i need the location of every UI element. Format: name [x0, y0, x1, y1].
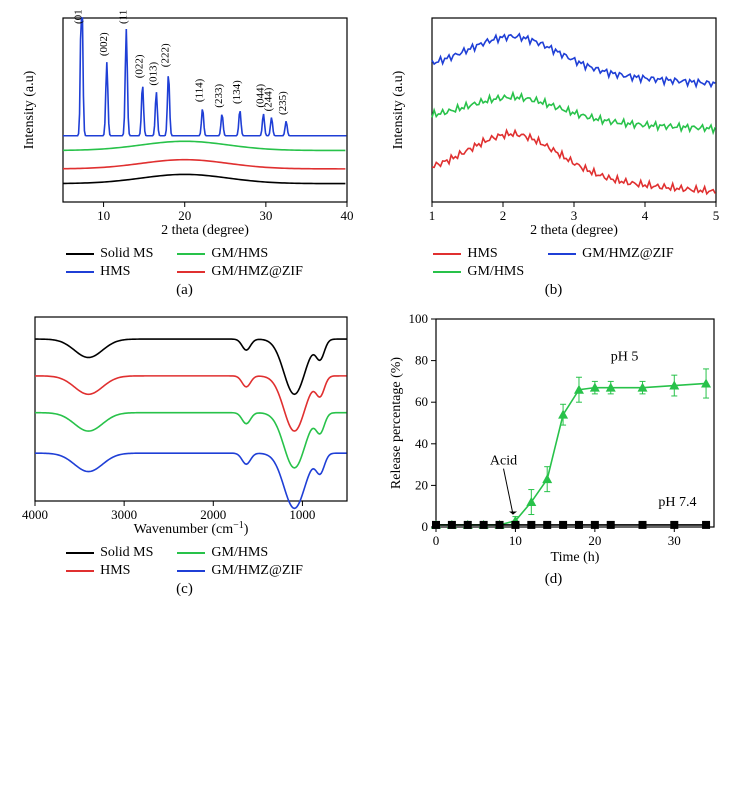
- svg-text:2: 2: [499, 208, 506, 223]
- legend-a: Solid MS GM/HMS HMS GM/HMZ@ZIF: [66, 246, 303, 280]
- svg-text:pH 5: pH 5: [610, 350, 638, 365]
- svg-text:0: 0: [421, 519, 428, 534]
- svg-text:(011): (011): [72, 10, 84, 24]
- svg-text:20: 20: [588, 533, 601, 548]
- svg-text:40: 40: [415, 436, 428, 451]
- svg-text:Wavenumber (cm−1): Wavenumber (cm−1): [133, 520, 248, 538]
- chart-c: 4000 3000 2000 1000 Wavenumber (cm−1): [15, 309, 355, 539]
- legend-label: HMS: [467, 246, 497, 262]
- svg-text:(233): (233): [213, 84, 225, 108]
- legend-item: Solid MS: [66, 246, 153, 262]
- svg-text:2 theta (degree): 2 theta (degree): [530, 223, 618, 238]
- legend-swatch: [433, 271, 461, 273]
- svg-text:100: 100: [408, 311, 428, 326]
- legend-swatch: [548, 253, 576, 255]
- legend-item: Solid MS: [66, 545, 153, 561]
- svg-text:5: 5: [712, 208, 719, 223]
- legend-label: GM/HMZ@ZIF: [211, 563, 302, 579]
- legend-item: HMS: [66, 563, 153, 579]
- svg-text:1000: 1000: [289, 507, 315, 522]
- legend-label: Solid MS: [100, 246, 153, 262]
- legend-item: GM/HMS: [177, 246, 302, 262]
- svg-text:2 theta (degree): 2 theta (degree): [161, 223, 249, 238]
- svg-text:pH 7.4: pH 7.4: [658, 495, 696, 510]
- legend-item: HMS: [66, 264, 153, 280]
- legend-label: HMS: [100, 264, 130, 280]
- panel-a: 10 20 30 40 Intensity (a.u) 2 theta (degree) (…: [10, 10, 359, 299]
- legend-b: HMS GM/HMZ@ZIF GM/HMS: [433, 246, 673, 280]
- svg-text:30: 30: [259, 208, 272, 223]
- svg-text:(235): (235): [277, 91, 289, 115]
- legend-item: GM/HMZ@ZIF: [177, 264, 302, 280]
- svg-text:40: 40: [340, 208, 353, 223]
- panel-b: 1 2 3 4 5 Intensity (a.u) 2 theta (degree) HMS…: [379, 10, 728, 299]
- svg-text:(244): (244): [262, 87, 274, 111]
- legend-swatch: [66, 552, 94, 554]
- svg-text:Intensity (a.u): Intensity (a.u): [391, 70, 406, 149]
- svg-text:80: 80: [415, 353, 428, 368]
- svg-text:4: 4: [641, 208, 648, 223]
- legend-swatch: [66, 253, 94, 255]
- svg-text:(013): (013): [147, 61, 159, 85]
- svg-text:10: 10: [508, 533, 521, 548]
- legend-label: GM/HMZ@ZIF: [211, 264, 302, 280]
- legend-label: GM/HMZ@ZIF: [582, 246, 673, 262]
- legend-label: GM/HMS: [211, 545, 268, 561]
- svg-text:4000: 4000: [22, 507, 48, 522]
- sublabel-d: (d): [545, 571, 563, 588]
- legend-item: GM/HMZ@ZIF: [177, 563, 302, 579]
- legend-swatch: [177, 552, 205, 554]
- svg-text:20: 20: [178, 208, 191, 223]
- panel-d: 0 10 20 30 0 20 40 60 80 100 Release percentage (%…: [379, 309, 728, 598]
- legend-label: GM/HMS: [467, 264, 524, 280]
- legend-label: Solid MS: [100, 545, 153, 561]
- sublabel-a: (a): [176, 282, 193, 299]
- svg-text:2000: 2000: [200, 507, 226, 522]
- svg-text:(112): (112): [117, 10, 129, 24]
- legend-item: GM/HMZ@ZIF: [548, 246, 673, 262]
- sublabel-b: (b): [545, 282, 563, 299]
- svg-text:(222): (222): [159, 43, 171, 67]
- svg-text:60: 60: [415, 394, 428, 409]
- svg-text:(022): (022): [133, 54, 145, 78]
- legend-item: GM/HMS: [177, 545, 302, 561]
- legend-swatch: [177, 570, 205, 572]
- svg-text:Intensity (a.u): Intensity (a.u): [22, 70, 37, 149]
- chart-a: 10 20 30 40 Intensity (a.u) 2 theta (degree) (…: [15, 10, 355, 240]
- svg-text:3: 3: [570, 208, 577, 223]
- svg-text:30: 30: [667, 533, 680, 548]
- legend-item: HMS: [433, 246, 524, 262]
- legend-swatch: [66, 271, 94, 273]
- legend-swatch: [177, 271, 205, 273]
- legend-swatch: [433, 253, 461, 255]
- svg-text:Time (h): Time (h): [550, 550, 599, 565]
- legend-swatch: [177, 253, 205, 255]
- svg-text:10: 10: [97, 208, 110, 223]
- legend-c: Solid MS GM/HMS HMS GM/HMZ@ZIF: [66, 545, 303, 579]
- legend-swatch: [66, 570, 94, 572]
- svg-text:0: 0: [432, 533, 439, 548]
- svg-text:1: 1: [428, 208, 435, 223]
- svg-text:3000: 3000: [111, 507, 137, 522]
- sublabel-c: (c): [176, 581, 193, 598]
- svg-text:(134): (134): [230, 80, 242, 104]
- figure-grid: 10203040Intensity (a.u)2 theta (degree)(…: [10, 10, 728, 598]
- legend-item: GM/HMS: [433, 264, 524, 280]
- legend-label: GM/HMS: [211, 246, 268, 262]
- svg-text:Acid: Acid: [489, 454, 516, 469]
- panel-c: 4000 3000 2000 1000 Wavenumber (cm−1) Solid …: [10, 309, 359, 598]
- chart-b: 1 2 3 4 5 Intensity (a.u) 2 theta (degree): [384, 10, 724, 240]
- svg-text:Release percentage (%): Release percentage (%): [389, 357, 404, 489]
- svg-text:(002): (002): [97, 32, 109, 56]
- svg-text:(114): (114): [193, 78, 205, 102]
- chart-d: 0 10 20 30 0 20 40 60 80 100 Release percentage (%…: [384, 309, 724, 569]
- svg-text:20: 20: [415, 477, 428, 492]
- legend-label: HMS: [100, 563, 130, 579]
